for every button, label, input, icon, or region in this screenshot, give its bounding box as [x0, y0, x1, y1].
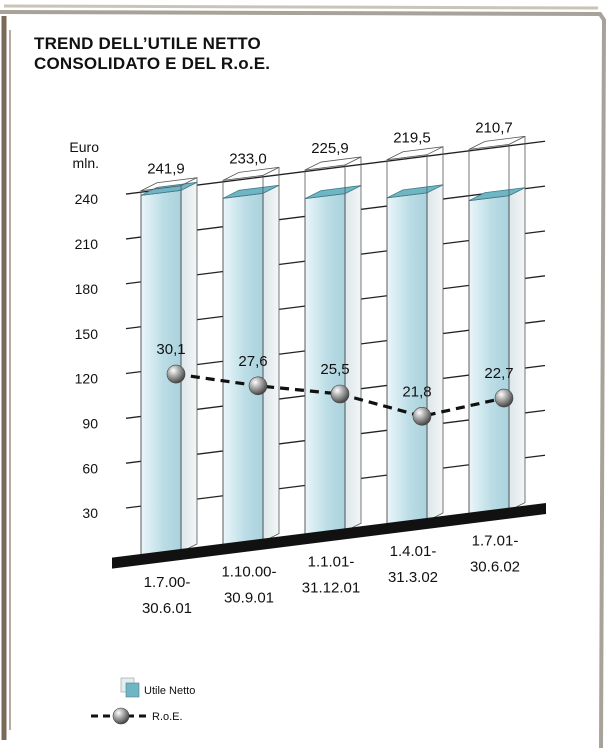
- category-label: 30.6.02: [470, 559, 520, 576]
- bar-value-label: 233,0: [229, 150, 267, 167]
- category-label: 1.7.01-: [472, 533, 519, 550]
- category-label: 30.6.01: [142, 600, 192, 617]
- bar-outline-back: [468, 135, 526, 188]
- roe-value-label: 25,5: [320, 361, 349, 378]
- chart-title-line-1: TREND DELL’UTILE NETTO: [34, 34, 261, 53]
- bar-outline: [386, 154, 428, 198]
- y-tick-label: 30: [82, 505, 98, 521]
- bar: [386, 192, 428, 527]
- y-tick-label: 240: [75, 191, 99, 207]
- bar-outline: [304, 164, 346, 199]
- legend-roe-marker: [112, 707, 130, 725]
- y-axis-label-line-1: Euro: [69, 139, 99, 155]
- y-tick-label: 90: [82, 415, 98, 431]
- y-axis-label-line-2: mln.: [73, 155, 99, 171]
- bar-side: [180, 181, 198, 553]
- category-label: 1.4.01-: [390, 543, 437, 560]
- bar-outline-edge: [344, 156, 362, 166]
- y-tick-label: 60: [82, 460, 98, 476]
- y-tick-label: 150: [75, 326, 99, 342]
- bar-outline-edge: [262, 166, 280, 176]
- roe-marker: [166, 364, 186, 384]
- bar-outline-edge: [508, 135, 526, 145]
- legend-label-roe: R.o.E.: [152, 711, 183, 723]
- bar: [222, 192, 264, 548]
- bar-value-label: 219,5: [393, 130, 431, 147]
- legend-bar-swatch: [125, 682, 140, 698]
- roe-marker: [412, 407, 432, 426]
- bar-value-label: 225,9: [311, 140, 349, 157]
- bar: [468, 195, 510, 517]
- bar-outline: [140, 185, 182, 196]
- category-label: 30.9.01: [224, 590, 274, 607]
- category-label: 1.10.00-: [221, 564, 276, 581]
- bar-outline: [222, 174, 264, 199]
- roe-marker: [494, 388, 514, 408]
- category-label: 31.12.01: [302, 579, 360, 596]
- category-label: 31.3.02: [388, 569, 438, 586]
- roe-value-label: 21,8: [402, 383, 431, 400]
- roe-value-label: 22,7: [484, 365, 513, 382]
- bar-side: [426, 184, 444, 522]
- roe-marker: [248, 376, 268, 396]
- bar-outline-back: [140, 177, 198, 192]
- bar-side: [508, 186, 526, 512]
- roe-marker: [330, 384, 350, 404]
- x-axis-baseline: [112, 502, 546, 569]
- bar-side: [344, 184, 362, 532]
- category-label: 1.7.00-: [144, 574, 191, 591]
- category-label: 1.1.01-: [308, 553, 355, 570]
- bar-outline-edge: [180, 177, 198, 187]
- y-tick-label: 180: [75, 281, 99, 297]
- roe-value-label: 30,1: [156, 341, 185, 358]
- legend-label-utile-netto: Utile Netto: [144, 685, 195, 697]
- chart-title-line-2: CONSOLIDATO E DEL R.o.E.: [34, 54, 271, 73]
- bar-value-label: 210,7: [475, 119, 513, 136]
- bar-outline: [468, 143, 510, 201]
- bar-outline-back: [386, 146, 444, 185]
- y-tick-label: 120: [75, 371, 99, 387]
- bar-outline-back: [304, 156, 362, 186]
- roe-value-label: 27,6: [238, 353, 267, 370]
- bar-value-label: 241,9: [147, 161, 185, 178]
- y-tick-label: 210: [75, 236, 99, 252]
- bar-outline-back: [222, 166, 280, 186]
- bar-outline-edge: [426, 146, 444, 156]
